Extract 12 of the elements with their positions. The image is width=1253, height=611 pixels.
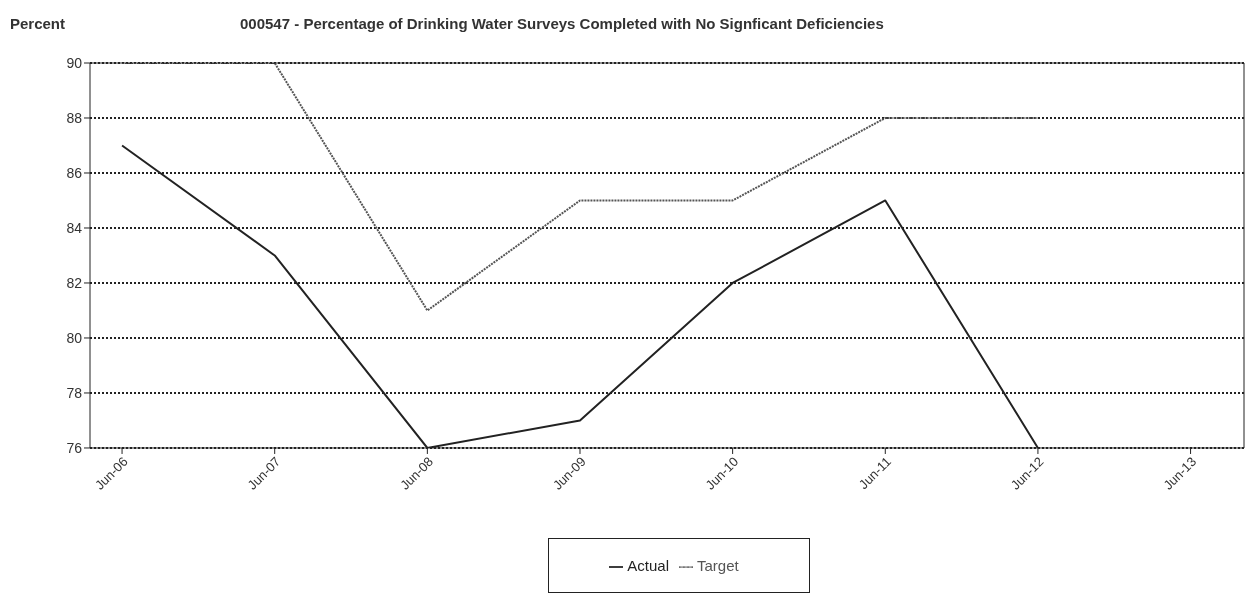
legend-label: Actual — [627, 556, 669, 574]
y-tick-label: 76 — [66, 439, 83, 456]
y-axis-title: Percent — [9, 14, 67, 32]
y-tick-label: 88 — [66, 109, 83, 126]
y-tick-label: 82 — [66, 274, 83, 291]
y-tick-label: 84 — [66, 219, 83, 236]
chart-title: 000547 - Percentage of Drinking Water Surveys Completed with No Signficant Deficiencies — [240, 14, 884, 32]
y-tick-label: 78 — [66, 384, 83, 401]
legend-label: Target — [697, 556, 739, 574]
y-tick-label: 80 — [66, 329, 83, 346]
y-tick-label: 90 — [66, 54, 83, 71]
y-tick-label: 86 — [66, 164, 83, 181]
